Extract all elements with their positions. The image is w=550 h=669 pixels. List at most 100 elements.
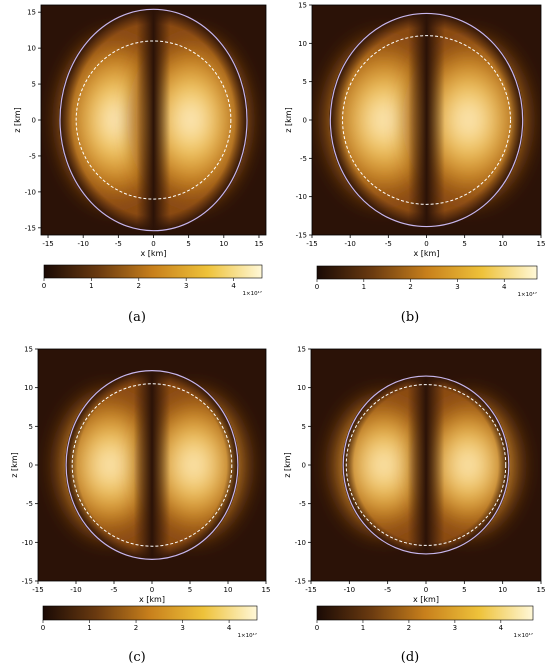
colorbar-scale-label: 1×10¹⁷ [237,632,257,639]
x-axis-label: x [km] [414,249,440,258]
y-tick-label: 0 [32,117,36,125]
heatmap-c [38,349,266,581]
colorbar-tick-label: 2 [408,283,412,291]
colorbar-tick-label: 1 [362,283,366,291]
edge-fade [342,375,510,555]
x-tick-label: 10 [219,240,228,248]
panel-caption-a: (a) [128,310,146,325]
solid-contour [65,370,239,560]
x-tick-label: 10 [498,586,507,594]
colorbar-tick-label: 0 [315,283,319,291]
x-tick-label: -5 [385,240,392,248]
y-tick-label: 15 [298,2,307,10]
x-tick-label: 10 [224,586,233,594]
solid-contour [59,8,248,232]
colorbar-tick-label: 4 [231,282,236,290]
y-tick-label: 15 [297,346,306,354]
colorbar-tick-label: 3 [455,283,459,291]
x-tick-label: -15 [305,586,316,594]
colorbar-gradient [316,265,538,280]
x-tick-label: -15 [306,240,317,248]
colorbar-a: 0 1 2 3 4 1×10¹⁷ [42,264,263,297]
x-tick-label: 0 [150,586,154,594]
colorbar-scale-label: 1×10¹⁷ [242,290,262,297]
colorbar-scale-label: 1×10¹⁷ [517,291,537,298]
y-tick-label: 5 [302,423,306,431]
x-tick-label: 15 [262,586,271,594]
colorbar-tick-label: 1 [361,624,365,632]
x-tick-label: 5 [462,586,466,594]
x-tick-label: 5 [188,586,192,594]
heatmap-b [312,5,541,235]
y-tick-label: 0 [303,117,307,125]
y-tick-label: 15 [24,346,33,354]
panel-caption-c: (c) [128,650,146,665]
colorbar-c: 0 1 2 3 4 1×10¹⁷ [41,605,258,639]
y-tick-label: -10 [296,193,307,201]
colorbar-gradient [42,605,258,621]
y-tick-label: 0 [302,462,306,470]
y-tick-label: 15 [27,9,36,17]
y-tick-label: 5 [29,423,33,431]
x-tick-label: -5 [111,586,118,594]
dashed-contour [342,35,511,205]
heatmap-a [41,5,266,235]
dashed-contour [75,40,232,200]
colorbar-tick-label: 2 [137,282,141,290]
colorbar-b: 0 1 2 3 4 1×10¹⁷ [315,265,538,298]
colorbar-tick-label: 1 [89,282,93,290]
y-tick-label: -10 [22,539,33,547]
y-tick-label: -5 [29,152,36,160]
y-tick-label: 0 [29,462,33,470]
y-axis-label: z [km] [284,107,293,132]
colorbar-tick-label: 3 [184,282,188,290]
x-axis-label: x [km] [413,595,439,604]
edge-fade [65,369,239,561]
x-tick-label: 15 [537,586,546,594]
y-tick-label: 5 [303,78,307,86]
x-axis-label: x [km] [139,595,165,604]
y-tick-label: -10 [295,539,306,547]
panel-caption-b: (b) [400,310,420,325]
edge-fade [58,8,249,232]
x-tick-label: 10 [498,240,507,248]
y-tick-label: -5 [300,155,307,163]
colorbar-tick-label: 2 [407,624,411,632]
colorbar-tick-label: 1 [87,624,91,632]
colorbar-scale-label: 1×10¹⁷ [513,632,533,639]
x-tick-label: 5 [462,240,466,248]
y-tick-label: -5 [26,500,33,508]
x-tick-label: -5 [384,586,391,594]
x-tick-label: -15 [42,240,53,248]
x-tick-label: -10 [344,586,355,594]
x-tick-label: 0 [424,586,428,594]
colorbar-tick-label: 4 [499,624,504,632]
solid-contour [342,375,510,555]
x-tick-label: -10 [70,586,81,594]
y-tick-label: -5 [299,500,306,508]
y-tick-label: -15 [295,578,306,586]
x-tick-label: -10 [344,240,355,248]
colorbar-tick-label: 4 [227,624,232,632]
y-axis-label: z [km] [13,107,22,132]
x-tick-label: 5 [186,240,190,248]
colorbar-tick-label: 4 [502,283,507,291]
x-tick-label: -10 [77,240,88,248]
colorbar-tick-label: 3 [180,624,184,632]
x-tick-label: 15 [537,240,546,248]
colorbar-tick-label: 0 [42,282,46,290]
y-tick-label: 10 [297,384,306,392]
colorbar-gradient [316,605,534,621]
y-tick-label: 10 [24,384,33,392]
y-tick-label: -15 [296,232,307,240]
colorbar-tick-label: 0 [315,624,319,632]
panel-caption-d: (d) [400,650,420,665]
y-tick-label: 10 [27,45,36,53]
dashed-contour [345,384,507,546]
x-tick-label: -15 [32,586,43,594]
x-tick-label: 0 [424,240,428,248]
